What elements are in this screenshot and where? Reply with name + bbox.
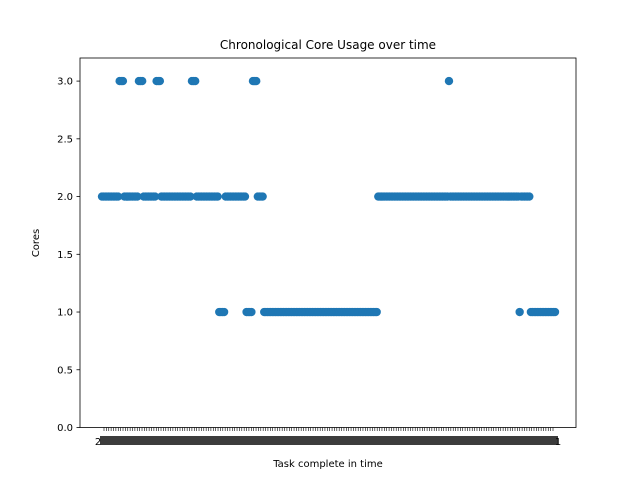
y-tick-label: 2.5	[57, 134, 73, 145]
data-point	[240, 192, 250, 201]
data-point	[525, 192, 534, 201]
data-point	[219, 307, 229, 317]
data-point	[113, 192, 123, 201]
data-point	[133, 192, 142, 201]
y-tick-label: 3.0	[57, 77, 73, 88]
y-tick-label: 0.5	[57, 365, 73, 376]
data-point	[258, 192, 267, 201]
chart-title: Chronological Core Usage over time	[220, 38, 436, 52]
y-axis-label: Cores	[31, 229, 42, 257]
data-point	[372, 307, 381, 317]
data-point	[252, 76, 261, 86]
y-tick-label: 2.0	[57, 192, 73, 203]
data-point	[247, 307, 256, 317]
x-axis-label: Task complete in time	[272, 459, 383, 470]
y-tick-label: 1.5	[57, 250, 73, 261]
plot-frame	[79, 57, 577, 428]
data-point	[118, 76, 128, 86]
y-tick-label: 1.0	[57, 308, 73, 319]
x-tick-label: 2	[95, 437, 101, 448]
data-point	[444, 76, 454, 86]
data-point	[186, 192, 195, 201]
y-tick-label: 0.0	[57, 423, 73, 434]
data-point	[190, 76, 200, 86]
x-tick-label: 1	[555, 437, 561, 448]
data-points	[97, 76, 560, 317]
data-point	[550, 307, 560, 317]
data-point	[155, 76, 165, 86]
data-point	[137, 76, 147, 86]
data-point	[515, 307, 524, 317]
data-point	[213, 192, 222, 201]
x-tick-labels-overlap	[100, 436, 558, 445]
y-axis-ticks: 0.0 0.5 1.0 1.5 2.0 2.5 3.0	[57, 77, 80, 434]
data-point	[150, 192, 160, 201]
